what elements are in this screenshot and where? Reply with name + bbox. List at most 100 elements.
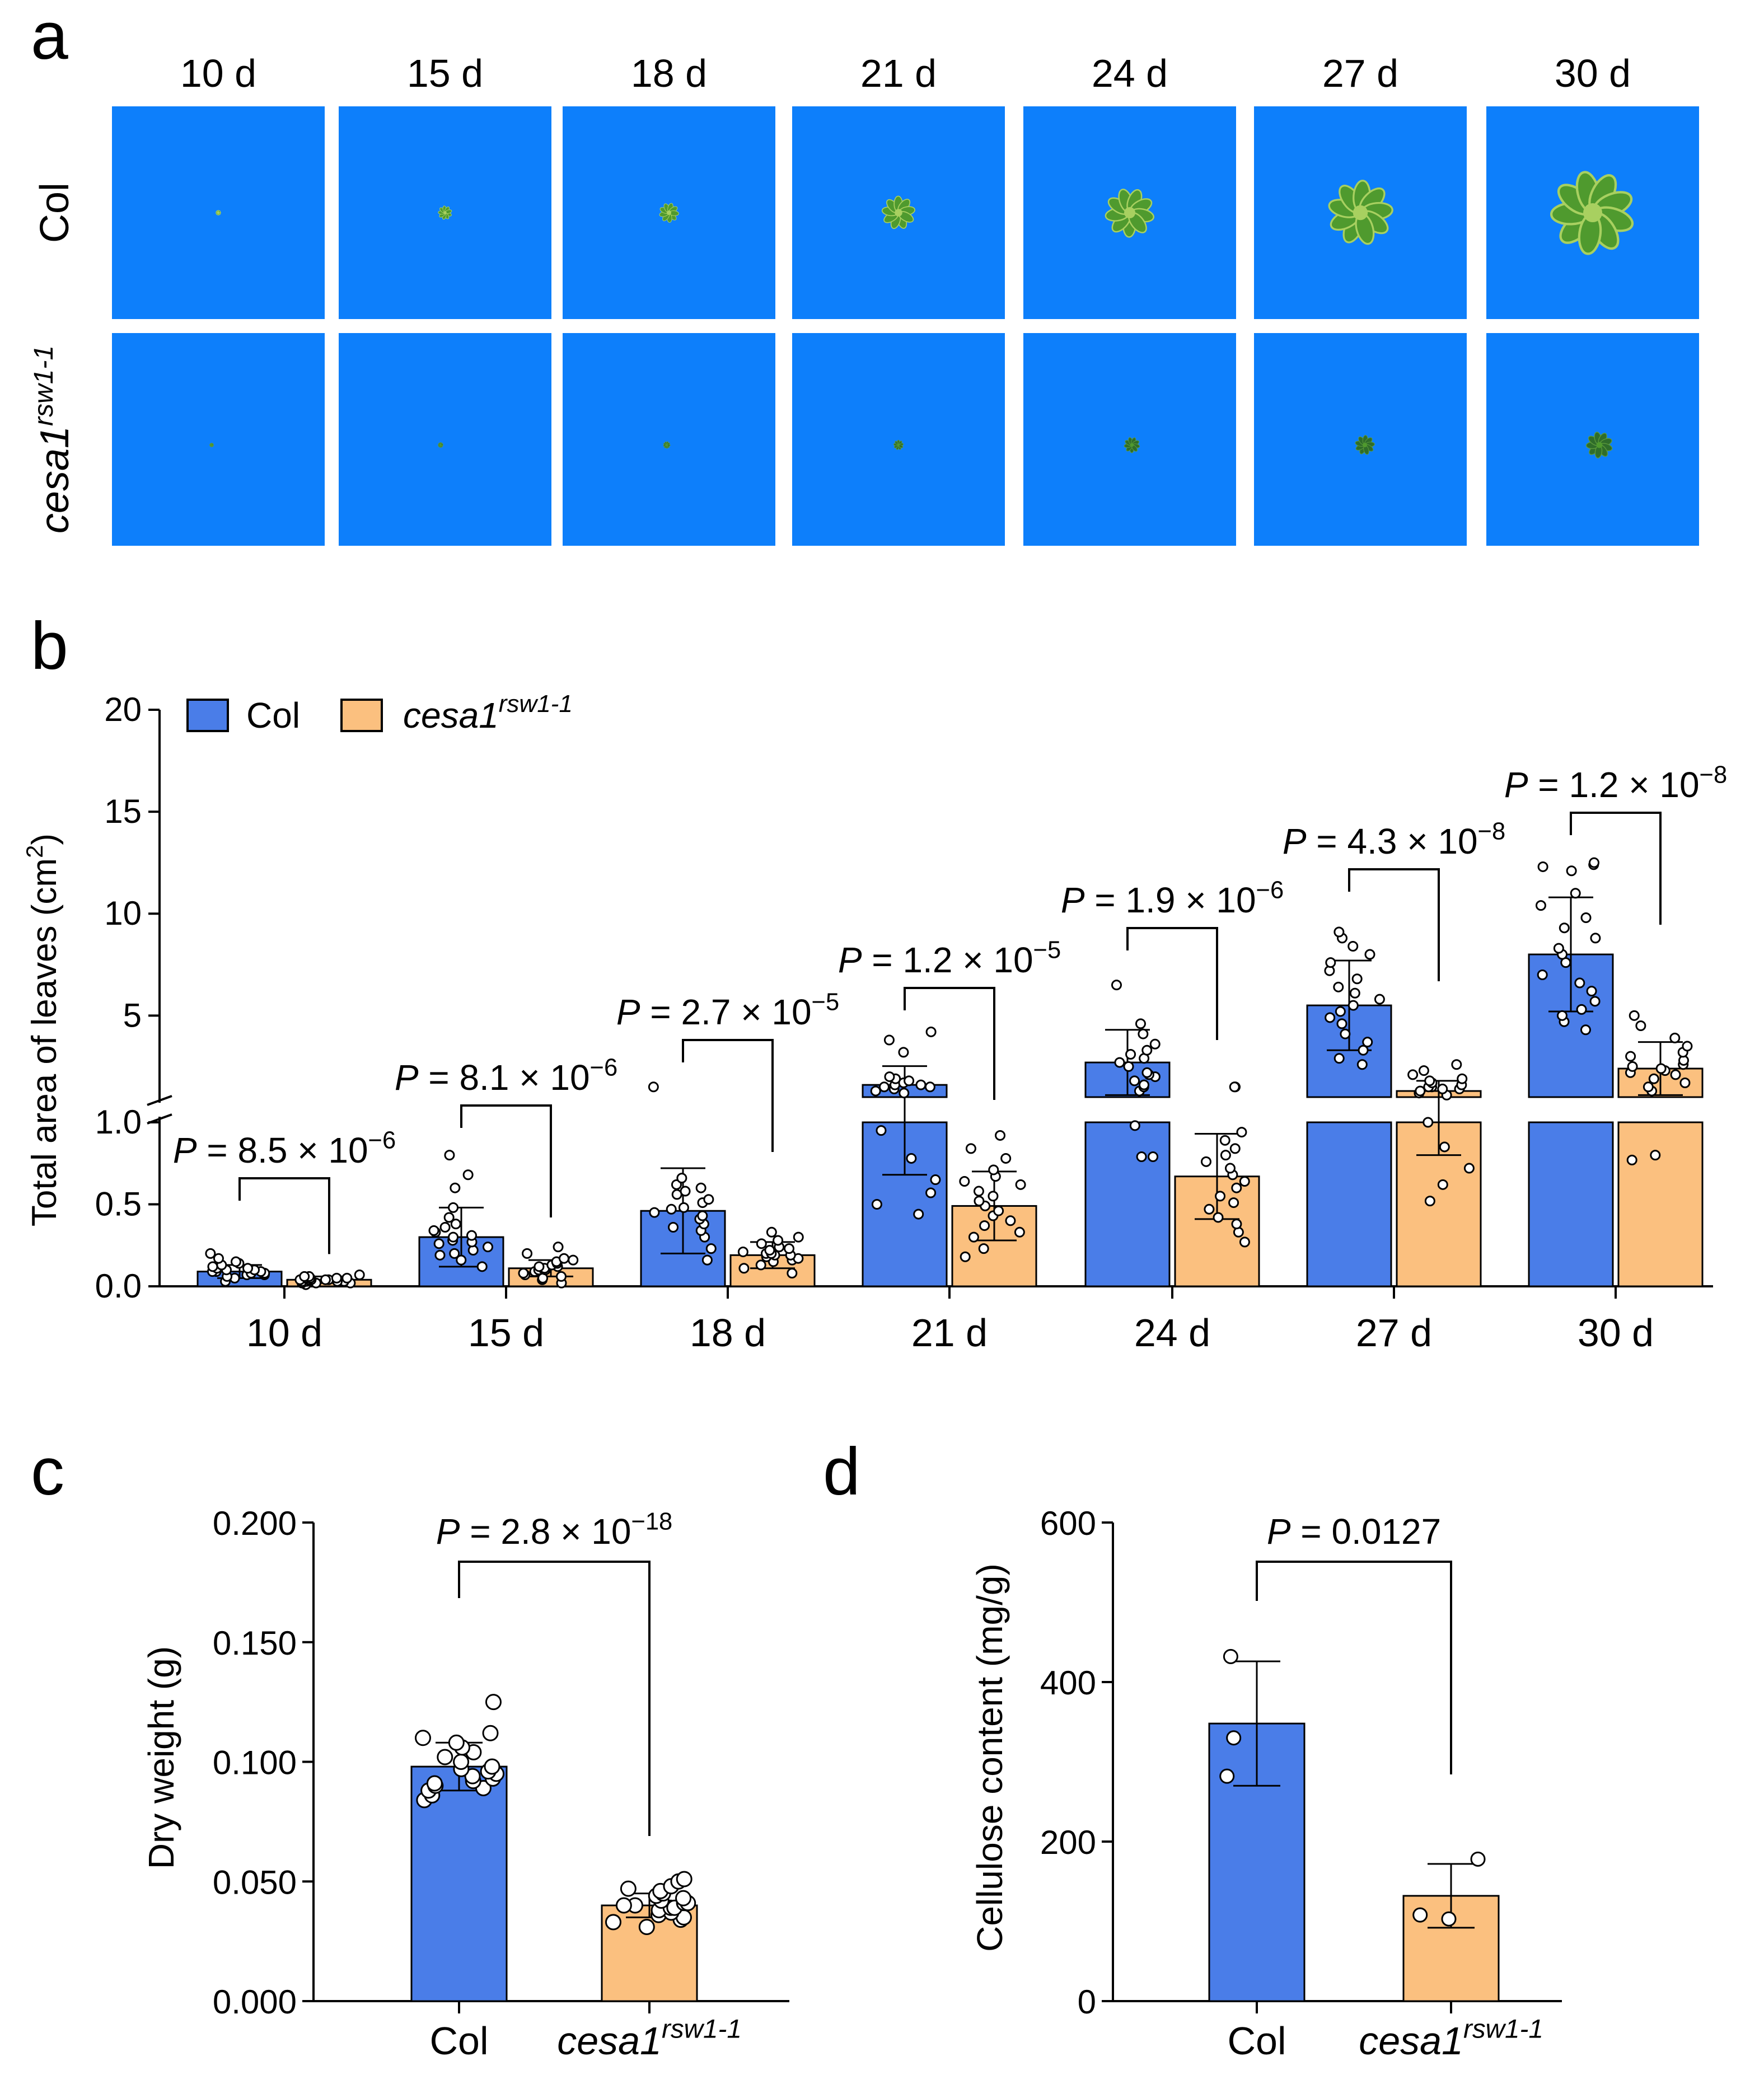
p-value-annotation: P = 1.2 × 10−8 — [1504, 761, 1727, 805]
y-axis-label-sup: 2 — [21, 845, 48, 858]
rosette-center — [1596, 442, 1603, 448]
data-point — [1439, 1141, 1450, 1153]
rosette-center — [1130, 443, 1134, 447]
rosette-center — [217, 212, 219, 214]
data-point — [904, 1075, 915, 1086]
data-point — [354, 1269, 365, 1280]
data-point — [1643, 1081, 1654, 1093]
data-point — [1139, 1079, 1150, 1090]
data-point — [1333, 926, 1345, 938]
panel-c-dry-weight-chart: 0.000 0.050 0.100 0.150 0.200 Col cesa1rsw1-1 P… — [141, 1505, 789, 2063]
p-value-annotation: P = 8.5 × 10−6 — [173, 1127, 396, 1170]
p-symbol: P — [1283, 821, 1307, 861]
data-point — [331, 1272, 342, 1284]
data-point — [605, 1914, 621, 1931]
y-tick-label: 0.150 — [213, 1624, 297, 1662]
rosette — [1124, 437, 1140, 453]
data-point — [615, 1897, 632, 1914]
data-point — [737, 1246, 748, 1257]
data-point — [1148, 1151, 1159, 1163]
data-point — [648, 1081, 659, 1093]
panel-a-photo-grid: 10 d 15 d 18 d 21 d 24 d 27 d 30 d Col cesa1rsw1… — [29, 51, 1699, 546]
data-point — [448, 1734, 465, 1751]
rosette-center — [895, 209, 902, 217]
data-point — [1138, 1028, 1149, 1039]
data-point — [1424, 1075, 1435, 1086]
data-point — [1629, 1010, 1640, 1021]
data-point — [1574, 977, 1585, 989]
x-tick-label: 24 d — [1134, 1311, 1210, 1355]
p-value: = 1.2 × 10 — [1528, 765, 1700, 805]
data-point — [320, 1274, 331, 1285]
data-point — [485, 1694, 502, 1711]
day-label: 18 d — [631, 51, 707, 95]
data-point — [1437, 1083, 1448, 1094]
data-point — [915, 1079, 927, 1090]
x-tick-label: 18 d — [690, 1311, 766, 1355]
rosette-center — [210, 444, 213, 446]
row-label-sup: rsw1-1 — [29, 345, 59, 426]
rosette — [216, 210, 221, 216]
data-point — [1351, 973, 1363, 985]
data-point — [1570, 888, 1581, 899]
data-point — [906, 1153, 917, 1164]
data-point — [556, 1271, 567, 1282]
data-point — [464, 1768, 481, 1784]
panel-label-d: d — [823, 1434, 860, 1509]
p-value-annotation: P = 8.1 × 10−6 — [395, 1054, 617, 1098]
y-tick-label: 0.0 — [95, 1267, 142, 1305]
data-point — [676, 1173, 687, 1184]
row-label: Col — [32, 182, 77, 243]
data-point — [965, 1143, 976, 1154]
data-point — [638, 1918, 655, 1935]
y-axis-label: Total area of leaves (cm2) — [21, 833, 64, 1226]
data-point — [1014, 1226, 1025, 1238]
data-point — [484, 1758, 500, 1775]
bar — [1306, 1121, 1392, 1287]
p-value: = 1.9 × 10 — [1085, 880, 1256, 920]
data-point — [426, 1775, 443, 1792]
data-point — [230, 1256, 241, 1267]
data-point — [1336, 1018, 1347, 1029]
y-tick-label: 10 — [104, 894, 142, 932]
row-label-base: Col — [32, 182, 77, 243]
data-point — [1333, 981, 1344, 992]
data-point — [482, 1725, 499, 1741]
data-point — [1204, 1203, 1215, 1215]
y-tick-label: 0.100 — [213, 1744, 297, 1782]
p-value-annotation: P = 2.8 × 10−18 — [436, 1508, 673, 1552]
p-value: = 0.0127 — [1291, 1511, 1442, 1552]
data-point — [1625, 1051, 1636, 1062]
data-point — [448, 1231, 459, 1243]
data-point — [1231, 1219, 1242, 1230]
data-point — [1347, 1000, 1359, 1011]
rosette-center — [897, 444, 900, 446]
row-label-base: cesa1 — [32, 426, 77, 533]
significance-bracket — [238, 1177, 330, 1254]
data-point — [680, 1186, 691, 1197]
data-point — [1215, 1191, 1226, 1202]
p-symbol: P — [395, 1057, 419, 1098]
day-label: 21 d — [860, 51, 937, 95]
p-symbol: P — [1061, 880, 1085, 920]
data-point — [414, 1730, 431, 1746]
day-label: 15 d — [407, 51, 483, 95]
rosette — [1328, 180, 1393, 245]
data-point — [649, 1207, 660, 1218]
data-point — [1586, 986, 1597, 997]
data-point — [755, 1259, 766, 1271]
category-label-sup: rsw1-1 — [1463, 2015, 1543, 2044]
panel-label-a: a — [31, 0, 68, 73]
data-point — [793, 1231, 804, 1243]
p-symbol: P — [1504, 765, 1528, 805]
x-tick-label: 30 d — [1578, 1311, 1654, 1355]
data-point — [1415, 1085, 1426, 1097]
rosette — [1355, 435, 1375, 455]
y-axis-label: Dry weight (g) — [141, 1646, 181, 1869]
data-point — [988, 1164, 999, 1175]
rosette-center — [666, 444, 668, 446]
data-point — [1229, 1081, 1240, 1093]
x-tick-label: Col — [429, 2019, 488, 2063]
data-point — [675, 1890, 692, 1907]
x-tick-label: 10 d — [246, 1311, 322, 1355]
